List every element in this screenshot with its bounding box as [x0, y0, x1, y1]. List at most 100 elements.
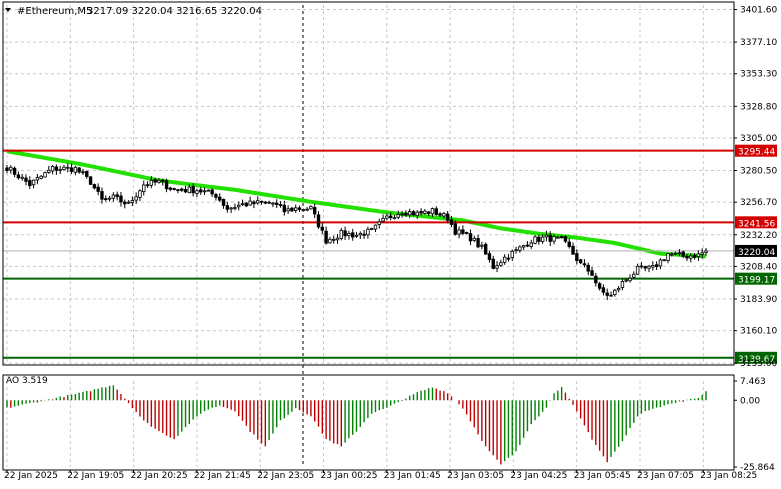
price-tick-label: 3377.10	[740, 38, 777, 48]
symbol-label: #Ethereum,M5	[17, 6, 92, 17]
candle	[628, 274, 632, 283]
axes	[2, 1, 735, 471]
candle	[31, 179, 36, 189]
candle	[594, 272, 598, 287]
candle	[677, 249, 682, 257]
candle	[20, 173, 24, 181]
price-tick-label: 3305.00	[740, 134, 777, 144]
candle	[164, 178, 169, 193]
candle	[590, 266, 594, 277]
candle	[499, 259, 503, 267]
candle	[183, 185, 188, 194]
candle	[670, 252, 674, 257]
candle	[438, 212, 442, 218]
candle	[700, 248, 704, 259]
candle	[256, 196, 260, 205]
candle	[142, 180, 146, 196]
candle	[502, 254, 507, 265]
candle	[35, 173, 40, 185]
candle	[548, 231, 552, 247]
level-value: 3295.44	[738, 148, 775, 158]
candle	[358, 231, 362, 239]
candle	[624, 279, 628, 283]
candle	[39, 175, 43, 180]
ao-pane-frame	[2, 374, 735, 471]
candle	[225, 201, 230, 213]
time-tick-label: 23 Jan 01:45	[384, 471, 441, 481]
candle	[278, 201, 283, 208]
candle	[461, 225, 465, 236]
candle	[248, 196, 252, 206]
candle	[396, 210, 400, 220]
candle	[366, 226, 370, 239]
candle	[115, 191, 119, 201]
ao-indicator-label: AO 3.519	[6, 376, 48, 386]
candle	[92, 183, 97, 190]
chevron-down-icon[interactable]	[5, 8, 11, 12]
candle	[537, 234, 541, 245]
ao-histogram	[6, 385, 707, 465]
price-tick-label: 3183.90	[740, 295, 777, 305]
current-price-tag: 3220.04	[735, 244, 777, 258]
candle	[704, 247, 708, 256]
ao-tick-label: 0.00	[740, 396, 760, 406]
ohlc-values: 3217.09 3220.04 3216.65 3220.04	[87, 6, 262, 17]
candle	[491, 255, 495, 270]
candle	[233, 203, 237, 211]
candle	[138, 189, 142, 202]
candle	[343, 226, 347, 241]
level-value: 3199.17	[738, 276, 775, 286]
candle	[613, 288, 617, 297]
time-axis-labels: 22 Jan 2025 22 Jan 19:05 22 Jan 20:25 22 Ja…	[4, 470, 757, 481]
candle	[335, 234, 340, 244]
candle	[696, 250, 701, 261]
candle	[328, 236, 332, 244]
candle	[647, 264, 651, 273]
candle	[69, 163, 74, 175]
candle	[483, 242, 488, 255]
candle	[556, 235, 560, 239]
candle	[339, 227, 344, 241]
candle	[267, 200, 271, 204]
candle	[100, 187, 104, 204]
price-tick-label: 3280.50	[740, 167, 777, 177]
candle	[66, 163, 70, 173]
candle	[639, 262, 644, 269]
candle	[73, 165, 78, 176]
candle	[126, 200, 131, 204]
time-tick-label: 22 Jan 20:25	[131, 471, 188, 481]
candle	[643, 265, 647, 272]
candle	[96, 183, 100, 196]
candle	[468, 229, 473, 246]
candle	[88, 176, 93, 186]
candle	[464, 231, 469, 235]
price-levels	[3, 149, 734, 359]
candle	[407, 208, 412, 219]
candle	[107, 195, 112, 202]
candle	[263, 200, 268, 205]
candle	[453, 220, 457, 236]
candle	[480, 241, 484, 250]
time-tick-label: 22 Jan 23:05	[257, 471, 314, 481]
candle	[85, 170, 89, 179]
candle	[305, 207, 309, 212]
candle	[392, 215, 397, 220]
candle	[388, 212, 393, 221]
time-tick-label: 23 Jan 03:05	[447, 471, 504, 481]
candle	[681, 250, 685, 259]
candle	[601, 284, 606, 296]
candle	[123, 199, 127, 209]
candle	[510, 249, 514, 262]
candle	[119, 191, 123, 207]
candle	[313, 203, 317, 219]
candle	[521, 244, 526, 250]
candle	[50, 164, 55, 175]
candle	[47, 165, 51, 174]
candle	[297, 205, 302, 213]
candle	[149, 176, 154, 189]
candle	[563, 235, 568, 244]
candle	[506, 254, 511, 262]
price-tick-label: 3232.20	[740, 231, 777, 241]
candle	[689, 253, 693, 263]
main-pane-frame	[2, 1, 735, 366]
